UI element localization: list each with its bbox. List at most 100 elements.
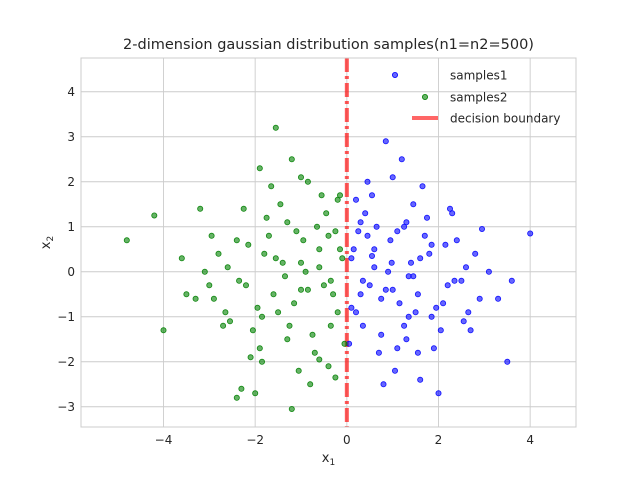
samples1-point xyxy=(444,282,451,289)
samples2-point xyxy=(254,304,261,311)
samples2-point xyxy=(256,165,263,172)
samples2-point xyxy=(215,250,222,257)
samples2-point xyxy=(279,259,286,266)
samples1-point xyxy=(350,246,357,253)
samples1-point xyxy=(394,228,401,235)
samples2-point xyxy=(307,381,314,388)
samples1-point xyxy=(394,345,401,352)
samples1-point xyxy=(366,282,373,289)
samples1-point xyxy=(458,277,465,284)
samples2-point xyxy=(327,277,334,284)
samples1-point xyxy=(472,250,479,257)
samples2-point xyxy=(178,255,185,262)
samples2-point xyxy=(261,250,268,257)
samples1-point xyxy=(417,376,424,383)
samples2-point xyxy=(311,349,318,356)
legend: samples1 samples2 decision boundary xyxy=(391,69,560,126)
samples2-point xyxy=(123,237,130,244)
samples2-point xyxy=(334,309,341,316)
samples2-point xyxy=(233,394,240,401)
samples2-point xyxy=(327,322,334,329)
samples2-point xyxy=(222,309,229,316)
samples1-point xyxy=(382,138,389,145)
samples2-point xyxy=(197,205,204,212)
samples2-point xyxy=(258,358,265,365)
samples1-point xyxy=(430,345,437,352)
samples2-point xyxy=(297,259,304,266)
samples2-point xyxy=(258,313,265,320)
samples1-point xyxy=(387,237,394,244)
samples1-point xyxy=(437,327,444,334)
samples1-point xyxy=(508,277,515,284)
y-tick-label: 0 xyxy=(67,265,75,279)
samples1-point xyxy=(348,255,355,262)
samples1-point xyxy=(378,331,385,338)
samples1-point xyxy=(426,250,433,257)
y-axis-label: x2 xyxy=(39,236,56,249)
y-tick-label: 1 xyxy=(67,220,75,234)
samples2-point xyxy=(284,219,291,226)
samples2-point xyxy=(288,156,295,163)
samples2-point xyxy=(330,291,337,298)
samples2-point xyxy=(291,300,298,307)
samples1-point xyxy=(462,264,469,271)
samples1-point xyxy=(465,309,472,316)
samples2-point xyxy=(233,237,240,244)
x-axis-label-sub: 1 xyxy=(329,458,335,468)
y-tick-label: −1 xyxy=(57,310,75,324)
samples2-point xyxy=(277,201,284,208)
samples1-point xyxy=(428,313,435,320)
samples1-point xyxy=(352,196,359,203)
samples2-point xyxy=(318,192,325,199)
samples2-point xyxy=(309,331,316,338)
samples2-point xyxy=(336,192,343,199)
samples2-point xyxy=(210,295,217,302)
samples2-point xyxy=(272,124,279,131)
samples1-point xyxy=(378,295,385,302)
samples2-point xyxy=(220,322,227,329)
samples1-point xyxy=(359,322,366,329)
samples1-point xyxy=(421,232,428,239)
samples1-point xyxy=(368,252,375,259)
samples1-point xyxy=(433,304,440,311)
samples2-point xyxy=(252,390,259,397)
samples1-point xyxy=(410,201,417,208)
samples2-point xyxy=(336,246,343,253)
samples1-point xyxy=(467,327,474,334)
samples2-point xyxy=(304,178,311,185)
samples2-point xyxy=(288,405,295,412)
samples2-point xyxy=(316,356,323,363)
series-samples2 xyxy=(123,124,348,412)
samples2-point xyxy=(297,174,304,181)
samples2-point xyxy=(332,374,339,381)
samples2-point xyxy=(265,232,272,239)
samples2-point xyxy=(313,223,320,230)
samples1-point xyxy=(364,232,371,239)
samples1-point xyxy=(352,309,359,316)
samples1-point xyxy=(396,300,403,307)
samples2-point xyxy=(316,246,323,253)
legend-marker-samples1 xyxy=(391,72,398,79)
samples2-point xyxy=(238,385,245,392)
samples2-point xyxy=(295,367,302,374)
samples1-point xyxy=(389,174,396,181)
x-tick-label: −2 xyxy=(246,433,264,447)
samples1-point xyxy=(476,295,483,302)
samples2-point xyxy=(247,354,254,361)
samples1-point xyxy=(359,277,366,284)
samples2-point xyxy=(284,336,291,343)
samples1-point xyxy=(401,223,408,230)
samples2-point xyxy=(341,340,348,347)
samples1-point xyxy=(423,214,430,221)
y-tick-label: 2 xyxy=(67,175,75,189)
samples1-point xyxy=(428,241,435,248)
y-axis-ticks: −3 −2 −1 0 1 2 3 4 xyxy=(57,85,75,414)
samples1-point xyxy=(371,264,378,271)
x-tick-label: −4 xyxy=(155,433,173,447)
samples2-point xyxy=(263,214,270,221)
samples1-point xyxy=(504,358,511,365)
x-axis-label: x1 xyxy=(322,451,335,468)
samples2-point xyxy=(300,237,307,244)
samples2-point xyxy=(236,277,243,284)
